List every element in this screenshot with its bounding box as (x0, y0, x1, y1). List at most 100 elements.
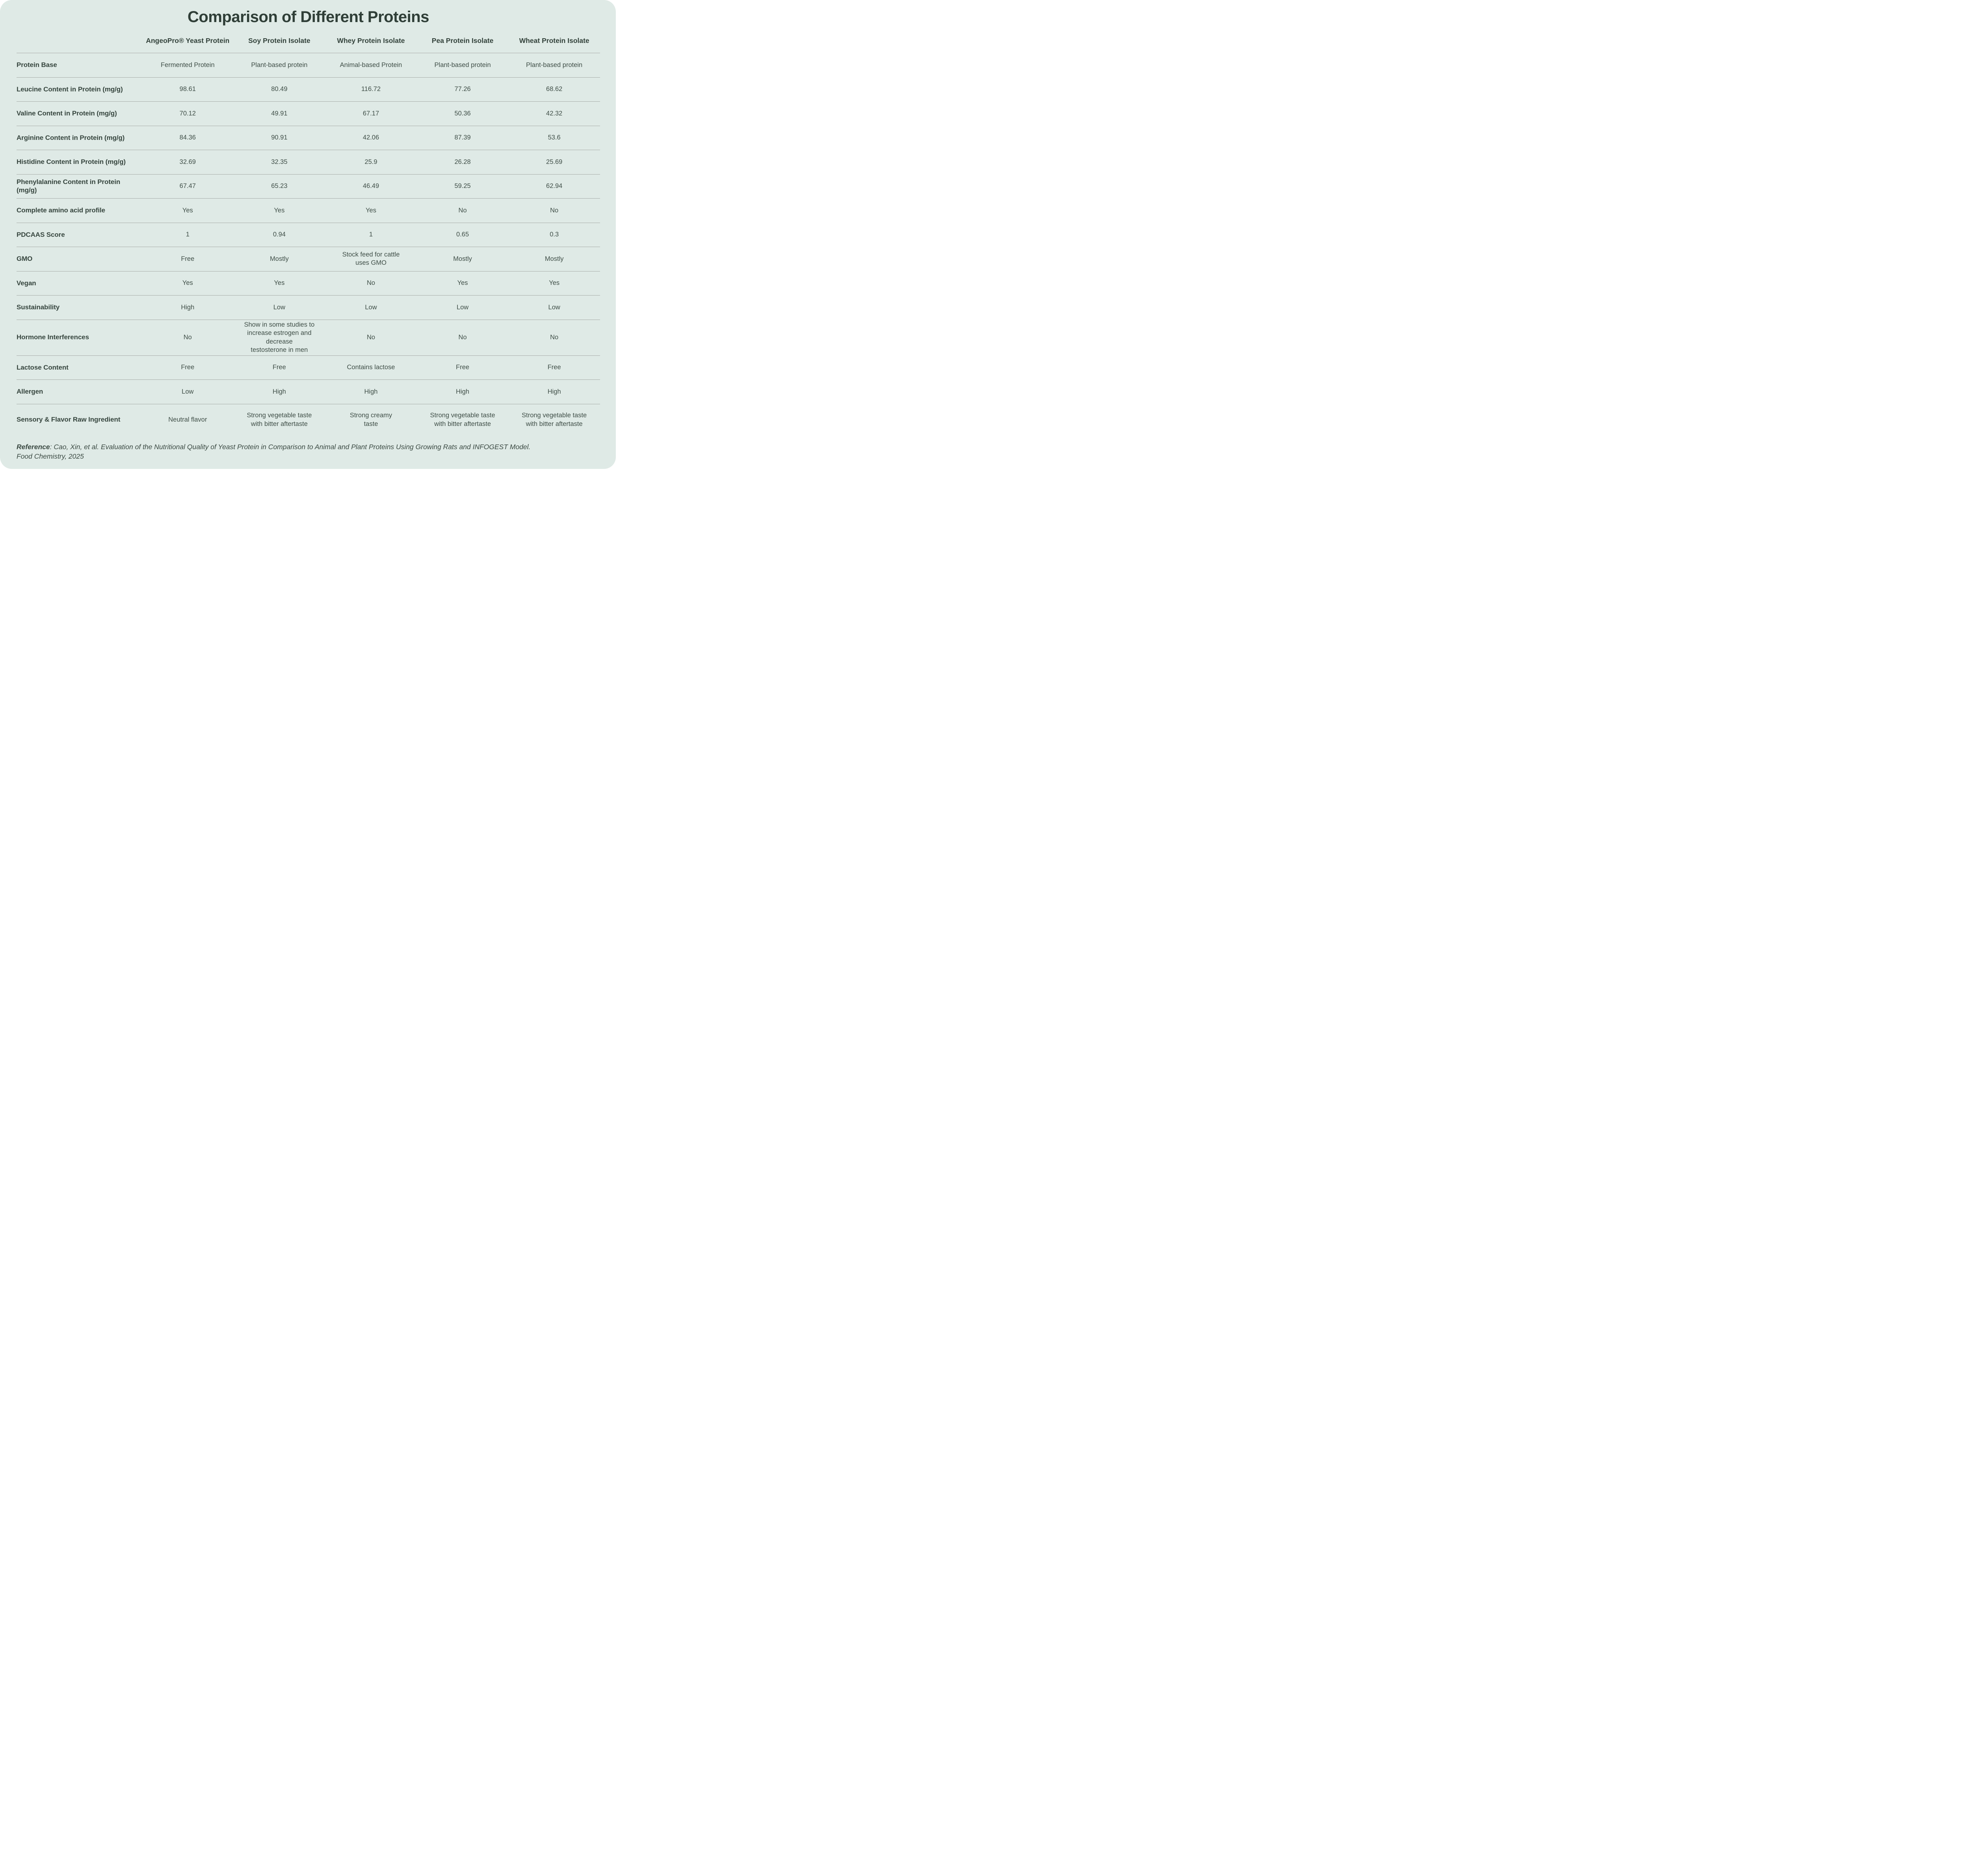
cell-value: No (183, 333, 192, 341)
table-row-amino-profile: Complete amino acid profile Yes Yes Yes … (17, 199, 600, 223)
cell-value: Strong vegetable taste with bitter after… (247, 412, 312, 428)
cell-value: Low (182, 388, 194, 395)
table-row-protein-base: Protein Base Fermented Protein Plant-bas… (17, 53, 600, 78)
cell-value: 68.62 (546, 86, 563, 93)
cell-value: Strong vegetable taste with bitter after… (430, 412, 495, 428)
cell-value: No (550, 206, 559, 214)
page: Comparison of Different Proteins AngeoPr… (0, 0, 616, 469)
cell-value: 67.17 (362, 110, 379, 117)
cell-value: Yes (182, 279, 193, 287)
cell-value: No (458, 333, 467, 341)
cell-value: Animal-based Protein (340, 61, 402, 69)
cell-value: Contains lactose (347, 364, 395, 371)
cell-value: 42.32 (546, 110, 563, 117)
cell-value: Fermented Protein (160, 61, 215, 69)
cell-value: Strong creamy taste (349, 412, 392, 428)
cell-value: 87.39 (454, 134, 471, 141)
row-label: Sensory & Flavor Raw Ingredient (17, 416, 121, 424)
cell-value: Yes (274, 206, 285, 214)
cell-value: 25.69 (546, 158, 563, 165)
cell-value: High (364, 388, 378, 395)
cell-value: High (181, 303, 195, 311)
column-header-whey: Whey Protein Isolate (337, 36, 405, 45)
cell-value: Free (456, 364, 470, 371)
cell-value: Plant-based protein (434, 61, 491, 69)
cell-value: No (550, 333, 559, 341)
cell-value: 67.47 (179, 182, 196, 190)
cell-value: Low (273, 303, 286, 311)
cell-value: 98.61 (179, 86, 196, 93)
table-row-sensory: Sensory & Flavor Raw Ingredient Neutral … (17, 404, 600, 436)
cell-value: 49.91 (271, 110, 288, 117)
row-label: Allergen (17, 388, 43, 396)
cell-value: 1 (186, 231, 190, 238)
cell-value: No (366, 279, 375, 287)
table-row-phenylalanine: Phenylalanine Content in Protein (mg/g) … (17, 175, 600, 199)
cell-value: 84.36 (179, 134, 196, 141)
table-row-valine: Valine Content in Protein (mg/g) 70.12 4… (17, 102, 600, 126)
table-row-allergen: Allergen Low High High High High (17, 380, 600, 404)
table-row-histidine: Histidine Content in Protein (mg/g) 32.6… (17, 150, 600, 175)
row-label: Arginine Content in Protein (mg/g) (17, 134, 125, 141)
cell-value: 32.35 (271, 158, 288, 165)
row-label: Protein Base (17, 61, 57, 69)
cell-value: 90.91 (271, 134, 288, 141)
cell-value: Plant-based protein (526, 61, 583, 69)
cell-value: 46.49 (362, 182, 379, 190)
row-label: Hormone Interferences (17, 333, 89, 341)
table-row-hormone: Hormone Interferences No Show in some st… (17, 320, 600, 356)
table-row-gmo: GMO Free Mostly Stock feed for cattle us… (17, 247, 600, 271)
cell-value: 0.94 (273, 231, 286, 238)
cell-value: High (456, 388, 470, 395)
cell-value: 32.69 (179, 158, 196, 165)
cell-value: 42.06 (362, 134, 379, 141)
cell-value: 53.6 (548, 134, 561, 141)
reference-label: Reference (17, 443, 50, 451)
table-row-pdcaas: PDCAAS Score 1 0.94 1 0.65 0.3 (17, 223, 600, 247)
cell-value: 70.12 (179, 110, 196, 117)
cell-value: Mostly (453, 255, 472, 262)
cell-value: Mostly (270, 255, 289, 262)
column-header-angeopro: AngeoPro® Yeast Protein (146, 36, 230, 45)
cell-value: No (366, 333, 375, 341)
cell-value: Plant-based protein (251, 61, 308, 69)
page-title: Comparison of Different Proteins (188, 8, 429, 26)
cell-value: Neutral flavor (168, 416, 207, 423)
cell-value: Free (181, 364, 195, 371)
reference-colon: : (50, 443, 54, 451)
row-label: Phenylalanine Content in Protein (mg/g) (17, 178, 121, 194)
cell-value: 80.49 (271, 86, 288, 93)
comparison-card: Comparison of Different Proteins AngeoPr… (0, 0, 616, 469)
reference: Reference: Cao, Xin, et al. Evaluation o… (17, 442, 600, 461)
column-header-pea: Pea Protein Isolate (431, 36, 494, 45)
column-header-soy: Soy Protein Isolate (248, 36, 310, 45)
cell-value: 65.23 (271, 182, 288, 190)
cell-value: 62.94 (546, 182, 563, 190)
cell-value: Low (456, 303, 469, 311)
cell-value: Free (272, 364, 286, 371)
cell-value: 50.36 (454, 110, 471, 117)
cell-value: Free (181, 255, 195, 262)
cell-value: Strong vegetable taste with bitter after… (522, 412, 587, 428)
cell-value: No (458, 206, 467, 214)
row-label: Sustainability (17, 303, 60, 311)
cell-value: High (272, 388, 286, 395)
cell-value: Mostly (545, 255, 564, 262)
row-label: Lactose Content (17, 363, 69, 371)
row-label: Histidine Content in Protein (mg/g) (17, 158, 126, 166)
cell-value: Yes (182, 206, 193, 214)
cell-value: Yes (549, 279, 560, 287)
row-label: PDCAAS Score (17, 231, 65, 238)
cell-value: 116.72 (361, 86, 381, 93)
table-row-sustainability: Sustainability High Low Low Low Low (17, 296, 600, 320)
cell-value: Low (365, 303, 377, 311)
reference-text: Cao, Xin, et al. Evaluation of the Nutri… (54, 443, 531, 451)
reference-line2: Food Chemistry, 2025 (17, 452, 84, 460)
table-row-arginine: Arginine Content in Protein (mg/g) 84.36… (17, 126, 600, 150)
row-label: Leucine Content in Protein (mg/g) (17, 85, 123, 93)
table-row-vegan: Vegan Yes Yes No Yes Yes (17, 271, 600, 296)
cell-value: 77.26 (454, 86, 471, 93)
cell-value: 26.28 (454, 158, 471, 165)
cell-value: Yes (274, 279, 285, 287)
cell-value: 0.3 (550, 231, 559, 238)
